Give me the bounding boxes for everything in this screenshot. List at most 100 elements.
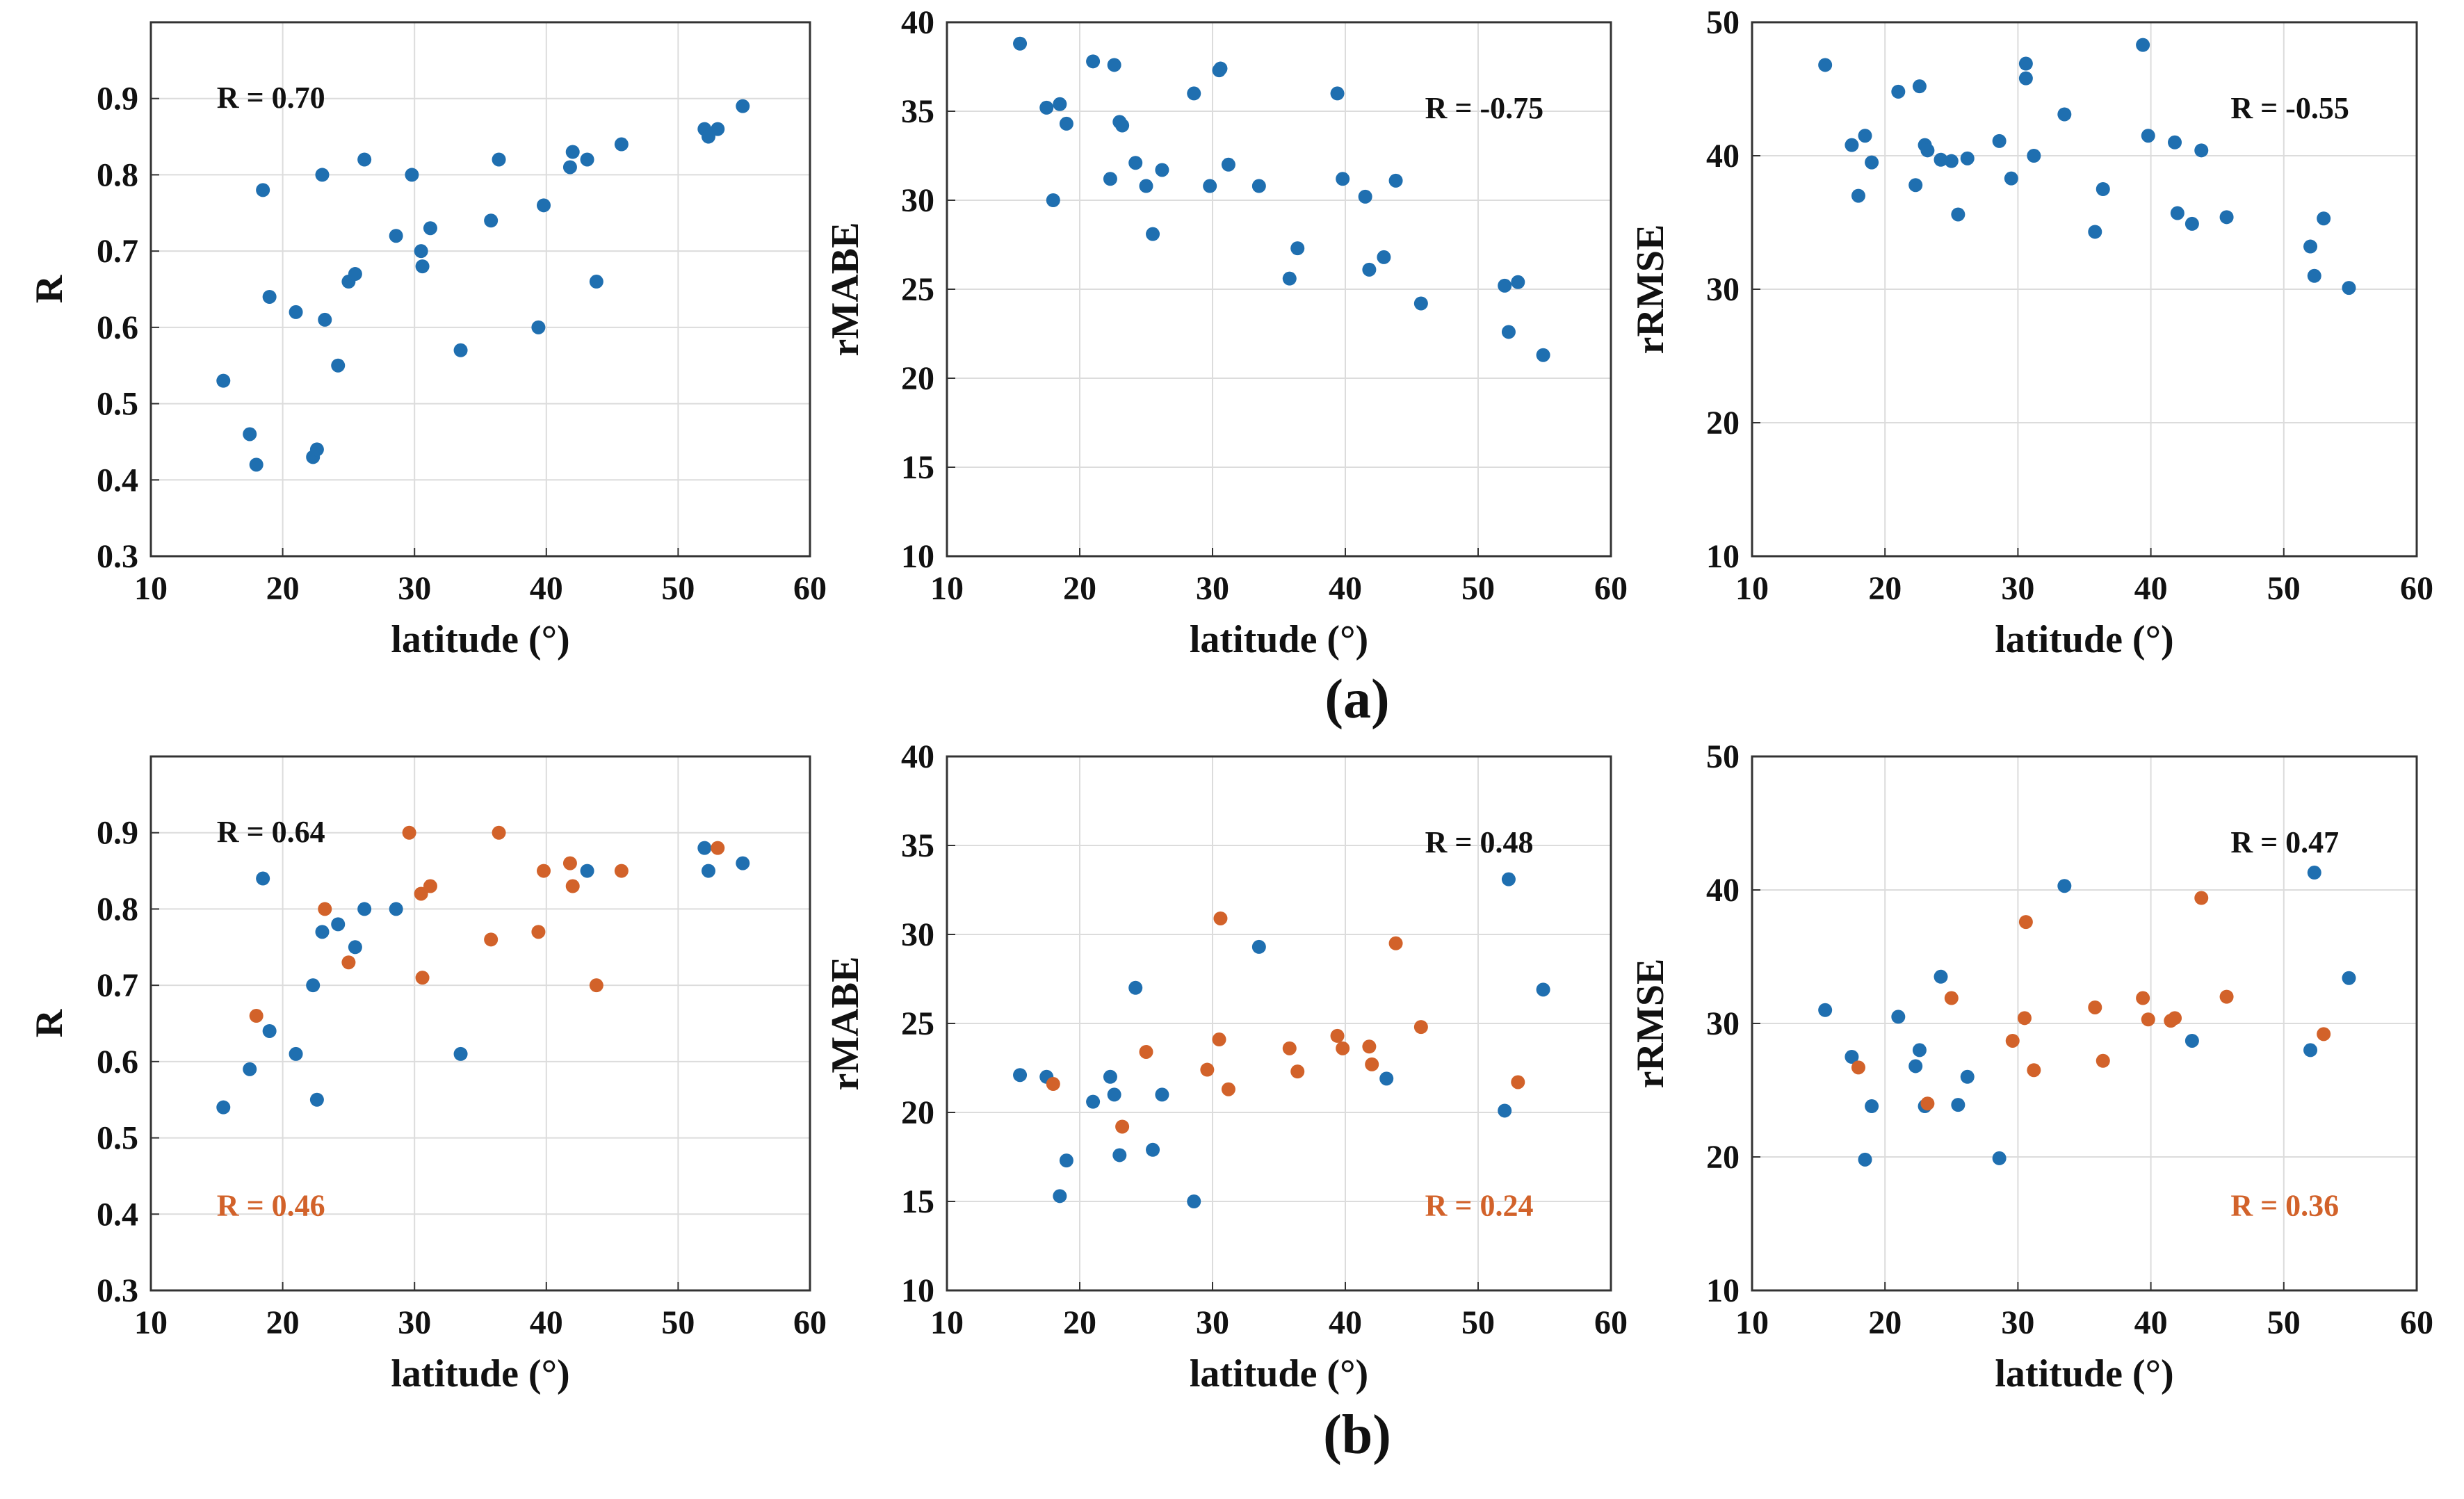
data-point <box>1920 143 1935 158</box>
data-point <box>315 168 330 182</box>
panel-label-b: (b) <box>1323 1404 1391 1466</box>
data-point <box>1358 189 1372 204</box>
x-tick-label: 20 <box>1063 1304 1096 1341</box>
x-tick-label: 30 <box>1196 570 1229 607</box>
data-point <box>2219 210 2234 225</box>
x-tick-label: 40 <box>1329 1304 1362 1341</box>
data-point <box>1187 86 1201 101</box>
data-point <box>357 902 372 916</box>
data-point <box>711 122 725 136</box>
data-point <box>1951 1098 1965 1112</box>
data-point <box>1086 54 1101 69</box>
y-tick-label: 0.7 <box>97 233 138 270</box>
data-point <box>1336 172 1350 186</box>
series-sites <box>1013 36 1550 362</box>
y-tick-label: 20 <box>1706 1139 1740 1176</box>
data-point <box>2017 1011 2032 1026</box>
data-point <box>415 971 430 985</box>
y-tick-label: 0.5 <box>97 1120 138 1157</box>
data-point <box>249 1009 264 1023</box>
y-axis-label: rMABE <box>824 222 867 357</box>
data-point <box>537 198 551 213</box>
data-point <box>2194 891 2209 905</box>
y-tick-label: 40 <box>901 4 934 41</box>
data-point <box>614 864 629 878</box>
data-point <box>389 229 403 243</box>
x-tick-label: 30 <box>2001 1304 2034 1341</box>
data-point <box>256 871 270 886</box>
y-tick-label: 0.6 <box>97 309 138 346</box>
x-tick-label: 20 <box>1868 570 1902 607</box>
x-tick-label: 10 <box>1735 570 1769 607</box>
series-sites <box>1818 38 2356 295</box>
x-tick-label: 50 <box>661 570 695 607</box>
data-point <box>1379 1071 1394 1086</box>
y-tick-label: 40 <box>901 738 934 775</box>
y-tick-label: 0.4 <box>97 462 138 499</box>
y-tick-label: 20 <box>1706 405 1740 441</box>
data-point <box>262 289 277 304</box>
data-point <box>216 1100 231 1115</box>
axes-frame <box>946 755 1612 1292</box>
y-tick-label: 10 <box>1706 538 1740 575</box>
data-point <box>1944 991 1959 1005</box>
data-point <box>289 305 303 319</box>
data-point <box>2307 866 2321 880</box>
y-tick-label: 0.9 <box>97 815 138 852</box>
plot-a-r-vs-latitude: 10 20 30 40 50 60 0.3 0.4 0.5 0.6 0.7 0.8 0.9 latitud… <box>28 21 827 661</box>
y-tick-label: 30 <box>901 916 934 953</box>
data-point <box>531 925 546 939</box>
data-point <box>1046 1077 1060 1092</box>
data-point <box>1362 262 1377 277</box>
data-point <box>1187 1194 1201 1208</box>
y-tick-label: 30 <box>1706 1005 1740 1042</box>
x-tick-label: 30 <box>2001 570 2034 607</box>
data-point <box>453 343 468 357</box>
data-point <box>1920 1096 1935 1111</box>
data-point <box>415 259 430 274</box>
data-point <box>1212 1032 1226 1047</box>
data-point <box>1934 152 1948 167</box>
data-point <box>405 168 419 182</box>
data-point <box>249 457 264 472</box>
plot-a-rrmse-vs-latitude: 10 20 30 40 50 60 10 20 30 40 50 latitude (°) rRMSE R… <box>1629 4 2433 661</box>
data-point <box>2219 989 2234 1004</box>
data-point <box>736 856 750 870</box>
data-point <box>1146 1142 1160 1157</box>
data-point <box>589 275 603 289</box>
x-tick-label: 10 <box>134 570 168 607</box>
data-point <box>697 841 712 855</box>
x-tick-label: 40 <box>1329 570 1362 607</box>
x-axis-label: latitude (°) <box>391 618 569 661</box>
x-tick-label: 10 <box>134 1304 168 1341</box>
data-point <box>1330 86 1345 101</box>
data-point <box>2004 171 2018 186</box>
data-point <box>1934 969 1948 984</box>
data-point <box>484 213 499 228</box>
x-tick-label: 60 <box>2400 1304 2433 1341</box>
data-point <box>1059 1153 1073 1168</box>
data-point <box>1845 1050 1859 1064</box>
data-point <box>1213 911 1228 925</box>
data-point <box>453 1046 468 1061</box>
data-point <box>2168 135 2182 149</box>
data-point <box>1203 179 1217 193</box>
data-point <box>1858 129 1872 143</box>
y-axis-label: R <box>28 275 71 303</box>
data-point <box>2317 1027 2331 1042</box>
correlation-annotation: R = 0.24 <box>1425 1188 1534 1222</box>
y-tick-label: 40 <box>1706 138 1740 175</box>
y-tick-label: 20 <box>901 1094 934 1131</box>
data-point <box>1282 1041 1297 1055</box>
x-tick-label: 50 <box>2267 1304 2301 1341</box>
data-point <box>1377 250 1391 264</box>
data-point <box>348 940 362 955</box>
data-point <box>565 145 580 159</box>
data-point <box>1992 133 2007 148</box>
x-tick-label: 40 <box>2134 1304 2168 1341</box>
x-tick-label: 10 <box>930 570 964 607</box>
data-point <box>1511 275 1525 289</box>
y-tick-label: 0.4 <box>97 1196 138 1233</box>
y-tick-label: 10 <box>901 538 934 575</box>
